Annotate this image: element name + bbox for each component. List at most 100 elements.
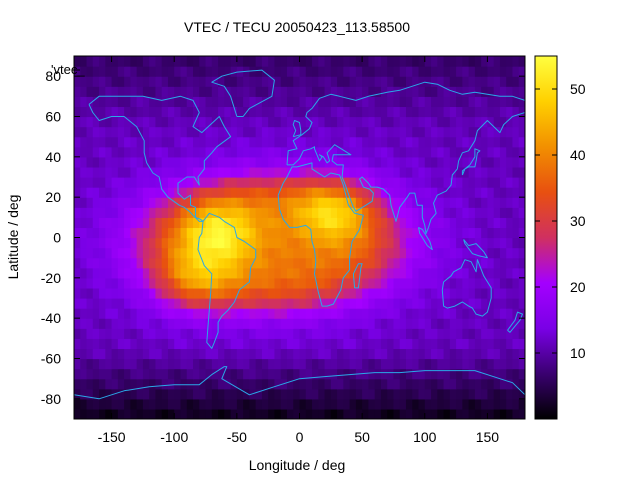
heatmap-cell bbox=[474, 126, 482, 138]
heatmap-cell bbox=[462, 217, 470, 229]
heatmap-cell bbox=[318, 237, 326, 249]
heatmap-cell bbox=[92, 86, 100, 97]
heatmap-cell bbox=[274, 106, 282, 118]
heatmap-cell bbox=[105, 96, 113, 108]
heatmap-cell bbox=[99, 146, 106, 158]
y-tick-label: -60 bbox=[41, 351, 61, 367]
heatmap-cell bbox=[86, 328, 94, 339]
heatmap-cell bbox=[99, 237, 106, 249]
heatmap-cell bbox=[493, 156, 501, 168]
heatmap-cell bbox=[142, 378, 150, 390]
heatmap-cell bbox=[261, 177, 269, 188]
heatmap-cell bbox=[124, 257, 131, 269]
heatmap-cell bbox=[255, 116, 263, 128]
heatmap-cell bbox=[312, 197, 319, 208]
heatmap-cell bbox=[261, 237, 269, 249]
heatmap-cell bbox=[481, 56, 489, 67]
heatmap-cell bbox=[80, 237, 88, 249]
heatmap-cell bbox=[456, 267, 463, 279]
heatmap-cell bbox=[362, 96, 369, 108]
heatmap-cell bbox=[305, 368, 313, 380]
heatmap-cell bbox=[343, 298, 351, 309]
heatmap-cell bbox=[199, 388, 207, 400]
heatmap-cell bbox=[355, 166, 363, 178]
heatmap-cell bbox=[493, 287, 501, 299]
heatmap-cell bbox=[337, 408, 344, 419]
heatmap-cell bbox=[512, 156, 520, 168]
heatmap-cell bbox=[180, 328, 188, 339]
heatmap-cell bbox=[518, 247, 525, 259]
heatmap-cell bbox=[443, 237, 451, 249]
heatmap-cell bbox=[305, 348, 313, 360]
heatmap-cell bbox=[318, 348, 326, 360]
heatmap-cell bbox=[136, 298, 144, 309]
heatmap-cell bbox=[405, 187, 413, 198]
heatmap-cell bbox=[180, 277, 188, 289]
heatmap-cell bbox=[418, 86, 426, 97]
heatmap-cell bbox=[105, 66, 113, 77]
heatmap-cell bbox=[149, 408, 157, 419]
heatmap-cell bbox=[193, 287, 200, 299]
heatmap-cell bbox=[105, 378, 113, 390]
heatmap-cell bbox=[443, 277, 451, 289]
heatmap-cell bbox=[268, 247, 276, 259]
heatmap-cell bbox=[380, 338, 388, 350]
heatmap-cell bbox=[474, 207, 482, 218]
heatmap-cell bbox=[456, 96, 463, 108]
heatmap-cell bbox=[268, 217, 276, 229]
heatmap-cell bbox=[142, 146, 150, 158]
heatmap-cell bbox=[105, 237, 113, 249]
heatmap-cell bbox=[318, 217, 326, 229]
heatmap-cell bbox=[211, 187, 219, 198]
colorbar-tick-label: 20 bbox=[570, 279, 586, 295]
heatmap-cell bbox=[224, 197, 232, 208]
heatmap-cell bbox=[337, 96, 344, 108]
heatmap-cell bbox=[74, 106, 81, 118]
heatmap-cell bbox=[261, 338, 269, 350]
heatmap-cell bbox=[518, 56, 525, 67]
heatmap-cell bbox=[312, 348, 319, 360]
heatmap-cell bbox=[174, 116, 182, 128]
heatmap-cell bbox=[117, 96, 125, 108]
heatmap-cell bbox=[199, 298, 207, 309]
heatmap-cell bbox=[399, 348, 407, 360]
heatmap-cell bbox=[324, 237, 332, 249]
heatmap-cell bbox=[218, 287, 225, 299]
heatmap-cell bbox=[224, 146, 232, 158]
heatmap-cell bbox=[424, 76, 432, 87]
heatmap-cell bbox=[130, 207, 138, 218]
x-axis-ticks: -150 -100 -50 0 50 100 150 bbox=[98, 56, 499, 445]
heatmap-cell bbox=[337, 156, 344, 168]
heatmap-cell bbox=[493, 116, 501, 128]
heatmap-cell bbox=[487, 378, 495, 390]
heatmap-cell bbox=[424, 408, 432, 419]
heatmap-cell bbox=[312, 227, 319, 239]
heatmap-cell bbox=[387, 247, 395, 259]
heatmap-cell bbox=[299, 358, 307, 370]
heatmap-cell bbox=[424, 277, 432, 289]
heatmap-cell bbox=[268, 197, 276, 208]
heatmap-cell bbox=[193, 398, 200, 410]
heatmap-cell bbox=[349, 338, 357, 350]
heatmap-cell bbox=[74, 378, 81, 390]
heatmap-cell bbox=[124, 388, 131, 400]
heatmap-cell bbox=[387, 116, 395, 128]
heatmap-cell bbox=[255, 257, 263, 269]
heatmap-cell bbox=[161, 86, 169, 97]
heatmap-cell bbox=[312, 308, 319, 319]
heatmap-cell bbox=[506, 408, 514, 419]
heatmap-cell bbox=[355, 187, 363, 198]
heatmap-cell bbox=[355, 328, 363, 339]
heatmap-cell bbox=[280, 86, 288, 97]
heatmap-cell bbox=[343, 86, 351, 97]
heatmap-cell bbox=[506, 227, 514, 239]
heatmap-cell bbox=[481, 166, 489, 178]
heatmap-cell bbox=[518, 86, 525, 97]
heatmap-cell bbox=[374, 86, 382, 97]
heatmap-cell bbox=[117, 227, 125, 239]
heatmap-cell bbox=[362, 388, 369, 400]
heatmap-cell bbox=[299, 267, 307, 279]
heatmap-cell bbox=[462, 136, 470, 148]
heatmap-cell bbox=[124, 227, 131, 239]
heatmap-cell bbox=[180, 257, 188, 269]
